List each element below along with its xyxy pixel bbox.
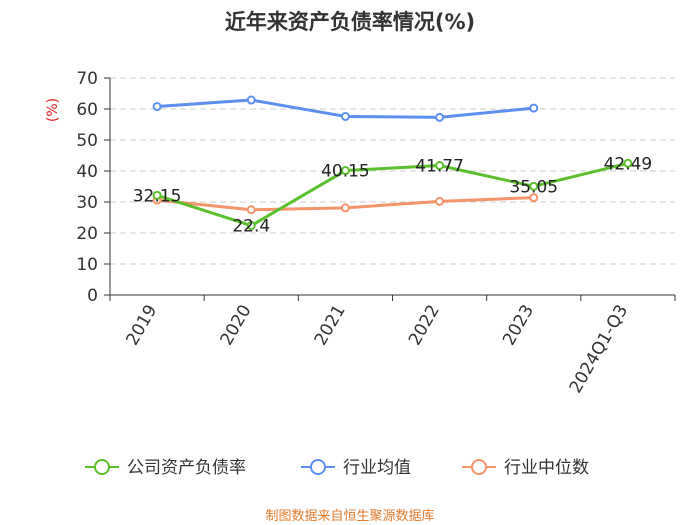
legend-marker (471, 459, 487, 475)
legend-marker (94, 459, 110, 475)
chart-title: 近年来资产负债率情况(%) (224, 10, 476, 34)
series-lines (152, 95, 633, 231)
legend-item-1[interactable]: 行业均值 (301, 458, 411, 478)
source-note: 制图数据来自恒生聚源数据库 (265, 509, 435, 524)
data-point (529, 103, 539, 113)
data-point (246, 205, 256, 215)
data-point (246, 221, 256, 231)
y-axis-label: (%) (45, 98, 61, 122)
legend: 公司资产负债率 行业均值 行业中位数 (85, 458, 589, 478)
data-label: 40.15 (321, 162, 370, 182)
legend-label: 行业均值 (343, 458, 411, 478)
legend-item-2[interactable]: 行业中位数 (462, 458, 589, 478)
data-label: 42.49 (604, 154, 653, 174)
data-point (529, 193, 539, 203)
legend-marker (310, 459, 326, 475)
data-label: 22.4 (232, 217, 270, 237)
data-point (152, 102, 162, 112)
data-point (435, 112, 445, 122)
series-line-0 (156, 161, 629, 228)
data-point (340, 111, 350, 121)
data-label: 32.15 (133, 186, 182, 206)
x-tick-label: 2019 (122, 302, 161, 349)
gridlines (110, 77, 675, 265)
y-tick-label: 70 (76, 69, 98, 89)
data-labels: 32.15 22.4 40.15 41.77 35.05 42.49 (133, 154, 653, 236)
data-label: 41.77 (415, 157, 464, 177)
x-tick-label: 2022 (405, 302, 444, 349)
y-tick-label: 20 (76, 224, 98, 244)
legend-label: 行业中位数 (504, 458, 589, 478)
data-point (435, 196, 445, 206)
x-tick-label: 2021 (311, 302, 350, 349)
x-tick-label: 2020 (217, 302, 256, 349)
x-tick-label: 2024Q1-Q3 (566, 302, 633, 397)
data-point (340, 166, 350, 176)
data-point (340, 203, 350, 213)
y-tick-label: 60 (76, 100, 98, 120)
data-point (435, 161, 445, 171)
data-point (152, 190, 162, 200)
data-point (529, 181, 539, 191)
y-tick-label: 50 (76, 131, 98, 151)
y-tick-label: 30 (76, 193, 98, 213)
legend-label: 公司资产负债率 (127, 458, 246, 478)
data-point (623, 158, 633, 168)
data-label: 35.05 (509, 177, 558, 197)
y-tick-label: 40 (76, 162, 98, 182)
data-point (246, 95, 256, 105)
x-tick-label: 2023 (499, 302, 538, 349)
y-tick-label: 10 (76, 255, 98, 275)
legend-item-0[interactable]: 公司资产负债率 (85, 458, 246, 478)
y-tick-label: 0 (87, 286, 98, 306)
